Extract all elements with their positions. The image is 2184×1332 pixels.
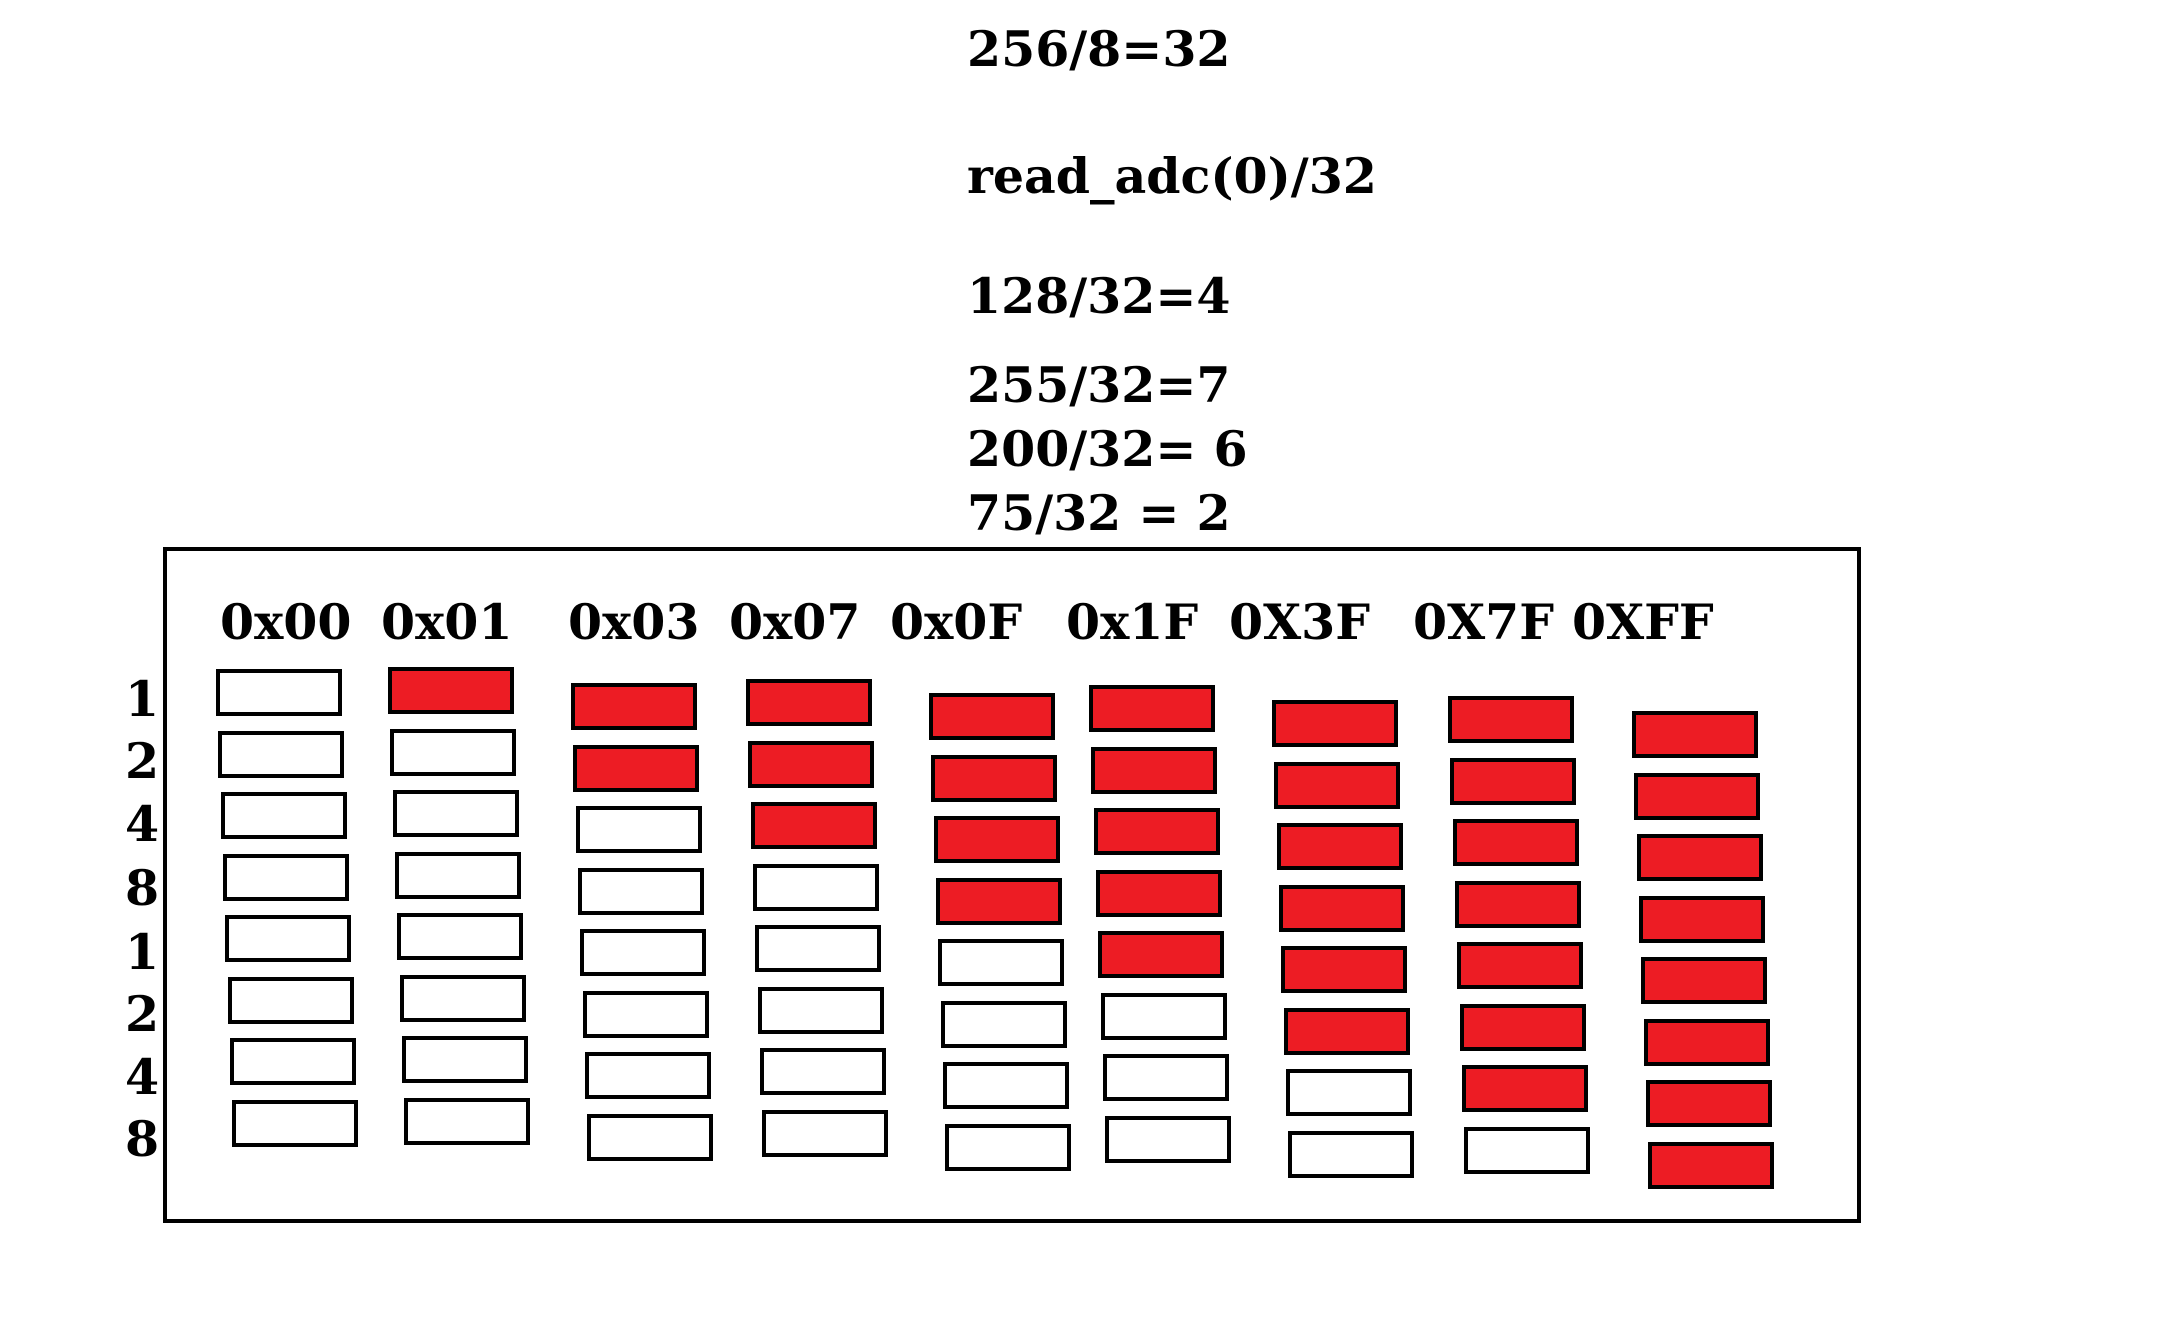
hex-value-label: 0x1F — [1066, 593, 1199, 651]
led-off — [1105, 1116, 1231, 1163]
led-on — [1094, 808, 1220, 855]
bit-weight-label: 8 — [125, 859, 160, 917]
led-off — [943, 1062, 1069, 1109]
bit-weight-label: 4 — [125, 1048, 160, 1106]
led-off — [1286, 1069, 1412, 1116]
led-off — [404, 1098, 530, 1145]
led-on — [1644, 1019, 1770, 1066]
led-off — [397, 913, 523, 960]
led-on — [1091, 747, 1217, 794]
led-off — [1101, 993, 1227, 1040]
led-on — [936, 878, 1062, 925]
led-off — [580, 929, 706, 976]
bit-weight-label: 8 — [125, 1110, 160, 1168]
hex-value-label: 0x07 — [729, 593, 861, 651]
equation-128: 128/32=4 — [967, 267, 1231, 325]
led-off — [585, 1052, 711, 1099]
led-off — [938, 939, 1064, 986]
led-off — [945, 1124, 1071, 1171]
led-on — [1279, 885, 1405, 932]
led-off — [402, 1036, 528, 1083]
led-on — [1457, 942, 1583, 989]
equation-75: 75/32 = 2 — [967, 484, 1231, 542]
led-off — [753, 864, 879, 911]
led-on — [1632, 711, 1758, 758]
bit-weight-label: 1 — [125, 923, 160, 981]
led-on — [1646, 1080, 1772, 1127]
led-on — [1455, 881, 1581, 928]
bit-weight-label: 1 — [125, 670, 160, 728]
led-on — [1089, 685, 1215, 732]
led-on — [571, 683, 697, 730]
led-on — [573, 745, 699, 792]
led-off — [576, 806, 702, 853]
led-off — [1464, 1127, 1590, 1174]
led-off — [400, 975, 526, 1022]
equation-read-adc: read_adc(0)/32 — [967, 147, 1377, 205]
led-on — [751, 802, 877, 849]
led-on — [1648, 1142, 1774, 1189]
led-off — [216, 669, 342, 716]
led-on — [1274, 762, 1400, 809]
led-on — [1281, 946, 1407, 993]
led-on — [1637, 834, 1763, 881]
bit-weight-label: 2 — [125, 985, 160, 1043]
hex-value-label: 0X7F — [1413, 593, 1554, 651]
led-on — [388, 667, 514, 714]
led-off — [758, 987, 884, 1034]
led-off — [395, 852, 521, 899]
led-on — [1096, 870, 1222, 917]
led-off — [1103, 1054, 1229, 1101]
led-on — [1448, 696, 1574, 743]
led-on — [1284, 1008, 1410, 1055]
led-on — [1460, 1004, 1586, 1051]
equation-steps-per-level: 256/8=32 — [967, 20, 1231, 78]
hex-value-label: 0XFF — [1572, 593, 1714, 651]
hex-value-label: 0x00 — [220, 593, 352, 651]
led-on — [1462, 1065, 1588, 1112]
led-off — [941, 1001, 1067, 1048]
led-on — [931, 755, 1057, 802]
led-on — [1634, 773, 1760, 820]
led-on — [1277, 823, 1403, 870]
led-off — [228, 977, 354, 1024]
led-on — [1641, 957, 1767, 1004]
led-off — [587, 1114, 713, 1161]
led-on — [1450, 758, 1576, 805]
led-off — [232, 1100, 358, 1147]
led-off — [755, 925, 881, 972]
led-on — [1453, 819, 1579, 866]
led-off — [221, 792, 347, 839]
hex-value-label: 0X3F — [1229, 593, 1370, 651]
equation-255: 255/32=7 — [967, 356, 1231, 414]
led-off — [390, 729, 516, 776]
led-on — [1639, 896, 1765, 943]
bit-weight-label: 2 — [125, 732, 160, 790]
led-on — [934, 816, 1060, 863]
bit-weight-label: 4 — [125, 795, 160, 853]
hex-value-label: 0x03 — [568, 593, 700, 651]
led-off — [218, 731, 344, 778]
led-on — [929, 693, 1055, 740]
hex-value-label: 0x0F — [890, 593, 1023, 651]
led-on — [748, 741, 874, 788]
led-off — [760, 1048, 886, 1095]
led-off — [1288, 1131, 1414, 1178]
led-on — [746, 679, 872, 726]
led-off — [393, 790, 519, 837]
equation-200: 200/32= 6 — [967, 420, 1248, 478]
led-on — [1098, 931, 1224, 978]
led-off — [223, 854, 349, 901]
led-on — [1272, 700, 1398, 747]
led-off — [762, 1110, 888, 1157]
led-off — [230, 1038, 356, 1085]
led-off — [583, 991, 709, 1038]
led-bargraph-panel — [163, 547, 1861, 1223]
led-off — [225, 915, 351, 962]
hex-value-label: 0x01 — [381, 593, 513, 651]
led-off — [578, 868, 704, 915]
